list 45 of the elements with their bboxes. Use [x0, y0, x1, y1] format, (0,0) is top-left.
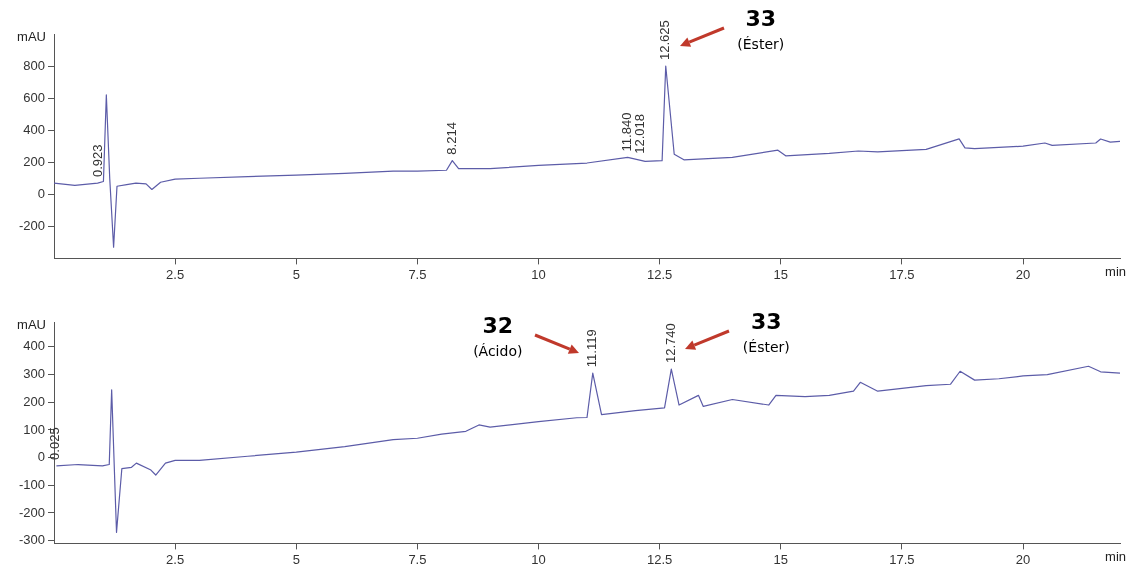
- y-tick-label: 800: [23, 57, 45, 73]
- x-axis-title: min: [1105, 264, 1126, 280]
- annotation: 11.840: [619, 112, 635, 152]
- y-tick-label: -200: [18, 217, 45, 233]
- annotation: 12.740: [662, 323, 678, 364]
- annotation: 12.018: [632, 114, 648, 154]
- x-tick-label: 10: [531, 551, 546, 567]
- x-tick-label: 2.5: [166, 551, 185, 567]
- x-tick-label: 10: [531, 266, 546, 282]
- x-tick-label: 5: [292, 266, 300, 282]
- y-axis-title: mAU: [17, 28, 46, 44]
- y-tick-label: -200: [18, 504, 45, 520]
- x-tick-label: 15: [773, 551, 789, 567]
- y-tick-label: -100: [18, 476, 45, 492]
- annotation: 33 (Éster): [742, 308, 790, 355]
- annotation: 12.625: [657, 20, 673, 61]
- y-tick-label: 200: [23, 153, 45, 169]
- y-tick-label: 0: [37, 449, 45, 465]
- y-tick-label: 400: [23, 121, 45, 137]
- x-tick-label: 12.5: [647, 266, 673, 282]
- annotation: 33 (Éster): [737, 5, 785, 52]
- annotation: 11.119: [584, 329, 600, 368]
- x-axis-title: min: [1105, 549, 1126, 565]
- y-tick-label: 400: [23, 338, 45, 354]
- x-tick-label: 20: [1015, 266, 1031, 282]
- y-tick-label: 0: [37, 185, 45, 201]
- x-tick-label: 7.5: [408, 551, 427, 567]
- x-tick-label: 2.5: [166, 266, 185, 282]
- x-tick-label: 5: [292, 551, 300, 567]
- x-tick-label: 12.5: [647, 551, 673, 567]
- y-tick-label: -300: [18, 532, 45, 548]
- x-tick-label: 7.5: [408, 266, 427, 282]
- y-tick-label: 300: [23, 366, 45, 382]
- y-tick-label: 600: [23, 89, 45, 105]
- y-tick-label: 200: [23, 393, 45, 409]
- x-tick-label: 17.5: [889, 266, 915, 282]
- annotation: 8.214: [443, 122, 459, 155]
- annotation: 32 (Ácido): [473, 312, 523, 359]
- y-axis-title: mAU: [17, 316, 46, 332]
- annotation: 0.923: [90, 144, 106, 178]
- annotation: 0.025: [46, 427, 62, 460]
- x-tick-label: 17.5: [889, 551, 915, 567]
- x-tick-label: 20: [1015, 551, 1031, 567]
- y-tick-label: 100: [23, 421, 45, 437]
- x-tick-label: 15: [773, 266, 789, 282]
